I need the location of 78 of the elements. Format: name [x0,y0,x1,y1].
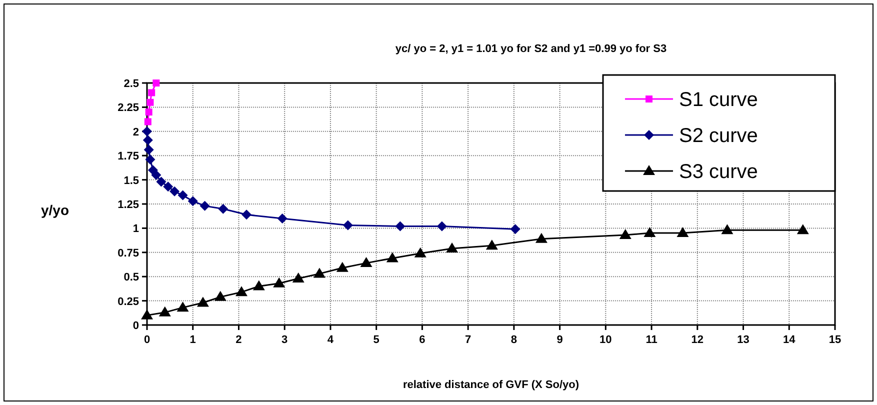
point [313,268,326,278]
point [644,227,656,238]
legend-label: S3 curve [679,161,758,183]
point [145,154,156,164]
point [170,186,180,196]
y-tick-label: 0.5 [124,272,139,284]
point [277,214,288,224]
y-tick-label: 2.5 [124,78,139,90]
point [148,89,156,96]
point [218,204,228,214]
point [196,296,209,307]
x-tick-label: 1 [190,334,196,346]
x-tick-label: 5 [373,334,380,346]
point [142,135,153,146]
point [252,280,265,290]
y-axis-title: y/yo [40,202,70,218]
y-tick-label: 1.5 [124,174,139,187]
x-tick-label: 15 [828,334,842,346]
y-tick-label: 2.25 [118,102,139,114]
point [214,290,226,301]
point [242,210,252,220]
point [292,272,304,283]
point [360,257,372,268]
point [386,252,398,262]
point [414,247,426,258]
point [156,176,166,187]
y-tick-label: 1.25 [118,199,139,211]
x-tick-label: 3 [282,334,288,346]
legend-label: S1 curve [679,89,758,111]
point [619,228,632,239]
point [510,224,520,234]
point [395,221,406,232]
y-tick-label: 0.75 [118,247,139,260]
point [721,224,734,234]
point [146,98,154,106]
x-axis-title: relative distance of GVF (X So/yo) [402,379,580,391]
point [188,196,198,206]
x-tick-label: 7 [465,334,472,346]
point [141,309,153,320]
point [151,170,162,180]
y-tick-label: 1 [132,223,139,236]
y-tick-label: 1.75 [118,150,139,163]
x-tick-label: 2 [236,334,242,346]
point [535,232,548,243]
x-tick-label: 13 [737,334,750,346]
point [436,221,447,232]
point [273,277,286,288]
point [176,302,189,312]
point [235,286,248,296]
point [796,224,809,234]
point [142,126,152,136]
point [342,220,353,230]
point [676,227,689,238]
x-tick-label: 14 [783,334,796,346]
point [178,190,188,200]
legend-label: S2 curve [679,125,758,147]
point [144,118,152,126]
x-tick-label: 11 [646,334,658,346]
x-tick-label: 4 [327,334,334,346]
x-tick-label: 12 [691,334,704,346]
point [446,242,458,253]
x-tick-label: 9 [556,334,563,346]
chart-title: yc/ yo = 2, y1 = 1.01 yo for S2 and y1 =0.99 yo for S3 [395,43,667,55]
y-tick-label: 0 [132,320,139,332]
point [163,182,174,192]
point [336,262,348,272]
x-tick-label: 8 [510,334,517,346]
point [152,80,160,86]
x-tick-label: 10 [600,334,612,346]
point [145,108,152,116]
x-tick-label: 0 [144,334,150,346]
point [158,306,171,316]
point [144,144,154,155]
y-tick-label: 0.25 [118,296,139,308]
y-tick-label: 2 [132,126,139,138]
x-tick-label: 6 [419,334,426,346]
point [486,240,498,250]
point [200,200,210,211]
